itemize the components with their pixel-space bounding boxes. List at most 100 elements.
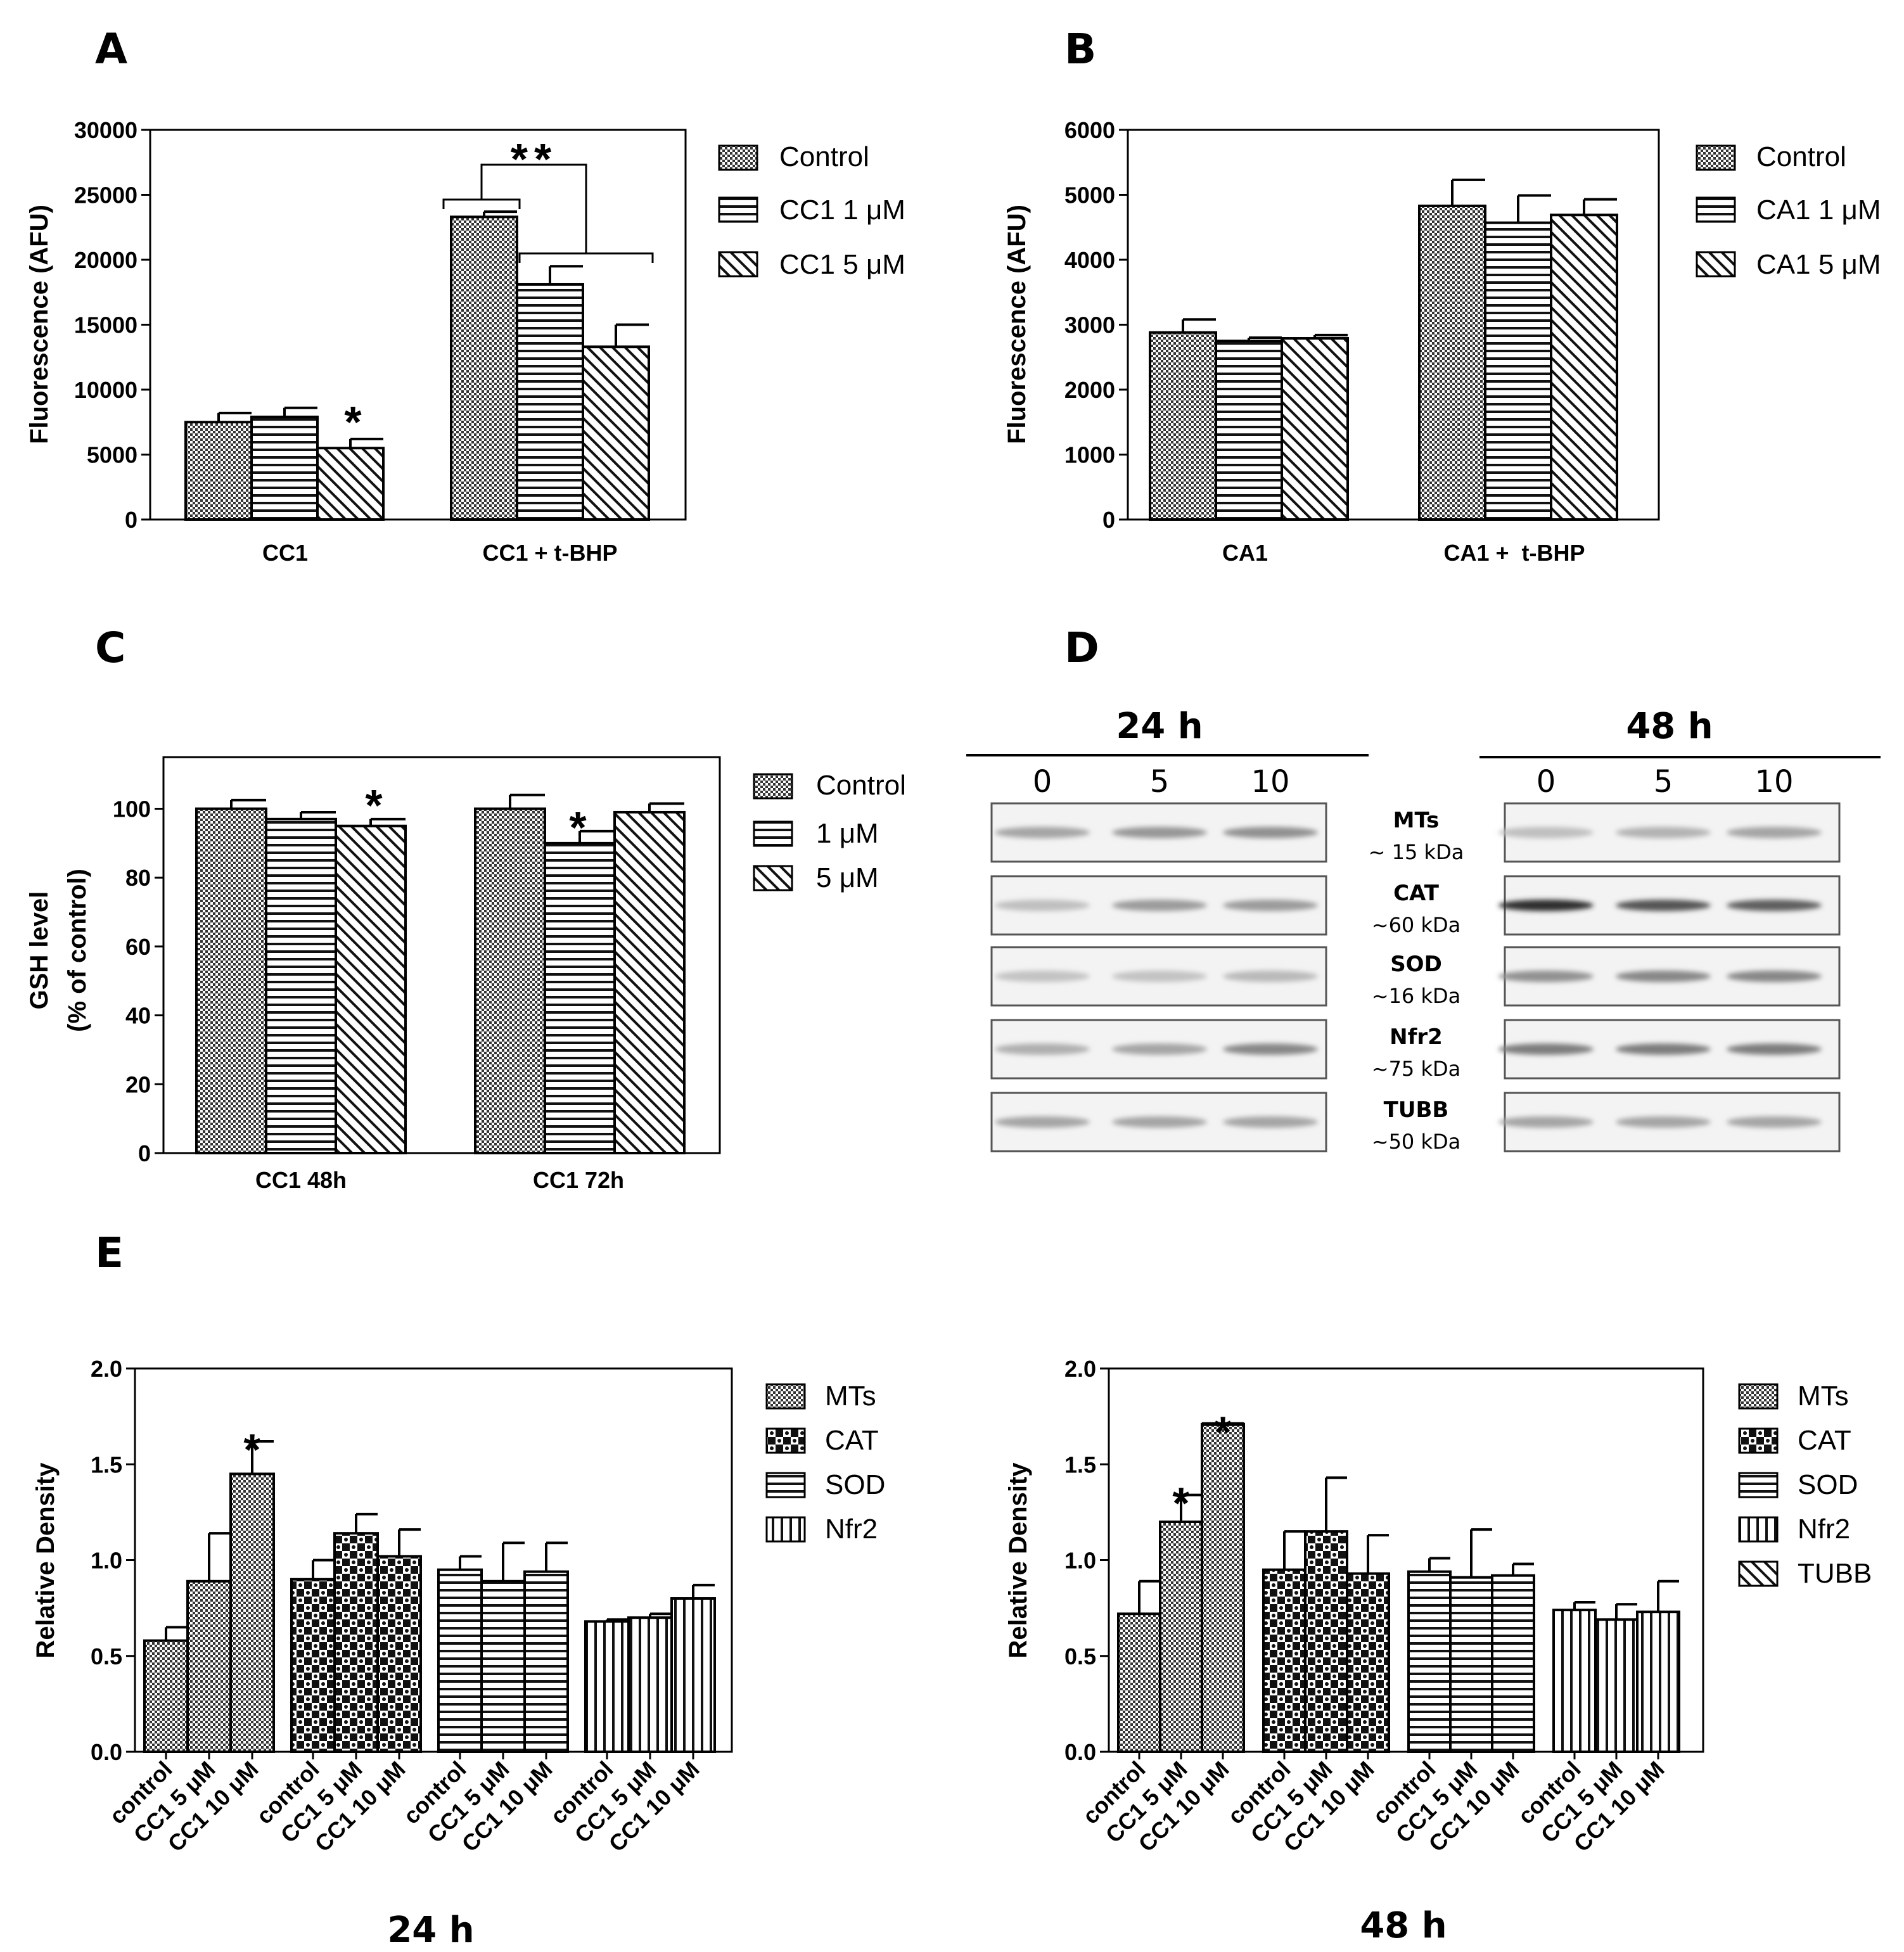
- panel-letter-d: D: [1064, 623, 1099, 672]
- blot-band-2-1-0: [1498, 971, 1594, 982]
- chart-b-category-0: CA1: [1222, 540, 1268, 566]
- chart-e1-legend-swatch-1: [765, 1427, 806, 1454]
- chart-e2-bar-0-2: [1201, 1422, 1245, 1754]
- chart-e2-bar-3-1: [1594, 1618, 1639, 1753]
- chart-c-legend-swatch-2: [753, 865, 793, 891]
- blot-band-2-1-1: [1616, 971, 1711, 982]
- blot-protein-0: MTs: [1393, 808, 1440, 833]
- blot-band-3-1-0: [1498, 1043, 1594, 1055]
- chart-a-bar-0-2: [316, 447, 385, 521]
- chart-e1-bar-1-0: [290, 1578, 336, 1753]
- blot-band-4-0-0: [995, 1116, 1090, 1128]
- chart-a: Fluorescence (AFU) 0 5000 10000 15000 20000 2…: [25, 117, 905, 566]
- chart-e1-bar-0-1: [186, 1579, 232, 1753]
- chart-e2: Relative Density 0.00.51.01.52.0 ** cont…: [1004, 1356, 1872, 1946]
- chart-b-ylabel: Fluorescence (AFU): [1003, 205, 1031, 444]
- chart-e2-bar-2-2: [1491, 1574, 1535, 1753]
- blot-band-4-1-1: [1616, 1116, 1711, 1128]
- chart-c-bar-1-2: [613, 810, 686, 1154]
- chart-e2-bar-2-0: [1407, 1570, 1452, 1753]
- chart-b-bar-0-1: [1215, 340, 1283, 521]
- chart-e1-bar-2-2: [523, 1570, 569, 1753]
- chart-e2-ytick-label-1: 0.5: [1064, 1643, 1096, 1669]
- chart-a-legend-label-2: CC1 5 μM: [779, 249, 905, 280]
- chart-c-ytick-label-2: 40: [125, 1003, 151, 1029]
- chart-a-ytick-label-0: 0: [125, 507, 137, 533]
- chart-e1-ytick-label-1: 0.5: [91, 1643, 122, 1669]
- blot-band-3-0-2: [1223, 1043, 1318, 1055]
- blot-band-4-0-2: [1223, 1116, 1318, 1128]
- chart-e2-legend-label-1: CAT: [1798, 1425, 1851, 1456]
- blot-band-4-1-2: [1727, 1116, 1822, 1128]
- chart-c-ytick-label-3: 60: [125, 934, 151, 960]
- chart-e2-ytick-label-4: 2.0: [1064, 1356, 1096, 1382]
- chart-e2-ytick-label-3: 1.5: [1064, 1451, 1096, 1477]
- chart-b-ytick-label-1: 1000: [1064, 442, 1115, 468]
- chart-e1-ylabel: Relative Density: [32, 1462, 60, 1659]
- chart-e1-title: 24 h: [387, 1910, 474, 1951]
- chart-c-legend-label-1: 1 μM: [816, 818, 879, 849]
- chart-e2-ytick-label-0: 0.0: [1064, 1739, 1096, 1765]
- chart-e2-legend-label-0: MTs: [1798, 1381, 1849, 1412]
- chart-e2-legend-label-4: TUBB: [1798, 1558, 1872, 1589]
- chart-e2-ylabel: Relative Density: [1004, 1462, 1032, 1659]
- chart-a-legend-swatch-1: [718, 196, 758, 223]
- chart-b-ytick-label-4: 4000: [1064, 247, 1115, 273]
- chart-e1-legend-swatch-0: [765, 1383, 806, 1410]
- chart-a-ytick-label-4: 20000: [74, 247, 137, 273]
- chart-b-ytick-label-5: 5000: [1064, 182, 1115, 208]
- chart-b-ytick-label-3: 3000: [1064, 312, 1115, 338]
- blot-band-4-0-1: [1112, 1116, 1207, 1128]
- chart-c-legend-swatch-0: [753, 773, 793, 800]
- chart-b-legend-label-1: CA1 1 μM: [1756, 195, 1881, 226]
- panel-letter-b: B: [1064, 25, 1096, 73]
- chart-e1-bar-2-0: [437, 1568, 483, 1753]
- chart-b-legend-swatch-0: [1696, 144, 1736, 171]
- chart-b-category-1: CA1 + t-BHP: [1443, 540, 1585, 566]
- chart-a-ytick-label-1: 5000: [87, 442, 137, 468]
- chart-e1-ytick-label-2: 1.0: [91, 1548, 122, 1574]
- blot-band-1-0-1: [1112, 900, 1207, 911]
- chart-b-ytick-label-6: 6000: [1064, 117, 1115, 143]
- chart-c-bar-0-0: [195, 807, 267, 1154]
- chart-c-bar-1-1: [544, 841, 616, 1154]
- chart-b-legend-label-2: CA1 5 μM: [1756, 249, 1881, 280]
- chart-b-bar-0-2: [1281, 337, 1349, 521]
- chart-e1-legend-swatch-3: [765, 1516, 806, 1543]
- chart-e1-legend-label-1: CAT: [825, 1425, 879, 1456]
- chart-c-category-0: CC1 48h: [255, 1167, 347, 1193]
- chart-b-legend-label-0: Control: [1756, 141, 1846, 172]
- chart-e2-ytick-label-2: 1.0: [1064, 1548, 1096, 1574]
- chart-a-ytick-label-5: 25000: [74, 182, 137, 208]
- chart-e2-star-0: *: [1172, 1479, 1190, 1528]
- blot-band-0-1-2: [1727, 827, 1822, 838]
- blot-band-1-0-0: [995, 900, 1090, 911]
- chart-e1-ytick-label-0: 0.0: [91, 1739, 122, 1765]
- chart-c-ytick-label-5: 100: [113, 796, 151, 822]
- chart-e1-legend-label-3: Nfr2: [825, 1514, 878, 1545]
- chart-a-bar-1-2: [582, 345, 650, 521]
- blot-band-3-0-0: [995, 1043, 1090, 1055]
- chart-c-legend-swatch-1: [753, 820, 793, 847]
- chart-c: GSH level (% of control) 0 20 40 60 80 100 CC…: [25, 756, 906, 1193]
- blot-lane-label-0-1: 5: [1150, 764, 1170, 800]
- chart-c-star-1: *: [569, 803, 587, 852]
- chart-b: Fluorescence (AFU) 0 1000 2000 3000 4000 5000…: [1003, 117, 1881, 566]
- blot-band-2-1-2: [1727, 971, 1822, 982]
- blot-band-0-0-2: [1223, 827, 1318, 838]
- chart-e1-legend-label-2: SOD: [825, 1469, 885, 1500]
- chart-c-frame: [162, 756, 721, 1154]
- chart-c-legend-label-0: Control: [816, 770, 906, 801]
- chart-e2-bar-3-2: [1636, 1611, 1680, 1754]
- chart-e1-bar-0-0: [143, 1639, 189, 1754]
- blot-band-1-0-2: [1223, 900, 1318, 911]
- panel-letter-e: E: [95, 1228, 124, 1277]
- chart-e2-bar-0-0: [1117, 1612, 1161, 1753]
- chart-e2-bar-1-1: [1304, 1530, 1348, 1753]
- chart-e1-bar-3-2: [670, 1597, 716, 1753]
- chart-a-bar-1-0: [450, 215, 518, 521]
- blot-band-1-1-0: [1498, 900, 1594, 911]
- chart-e2-bar-0-1: [1159, 1521, 1203, 1753]
- chart-c-ylabel-2: (% of control): [63, 869, 91, 1032]
- chart-e2-legend-swatch-1: [1738, 1427, 1779, 1454]
